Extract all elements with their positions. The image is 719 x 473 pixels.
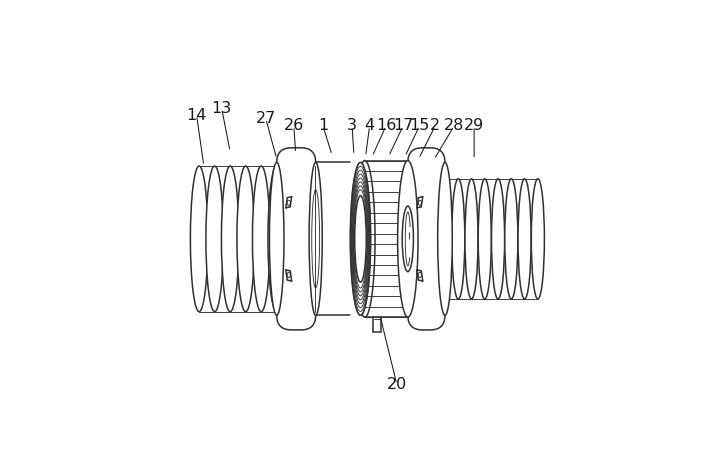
Text: 4: 4 xyxy=(365,118,375,133)
Ellipse shape xyxy=(354,196,366,282)
Ellipse shape xyxy=(191,166,208,312)
Ellipse shape xyxy=(309,162,322,315)
Text: 26: 26 xyxy=(284,118,304,133)
Ellipse shape xyxy=(206,166,224,312)
Ellipse shape xyxy=(478,179,491,299)
Text: 17: 17 xyxy=(393,118,413,133)
Ellipse shape xyxy=(439,179,452,299)
Ellipse shape xyxy=(252,166,270,312)
Ellipse shape xyxy=(354,160,375,317)
Ellipse shape xyxy=(438,162,452,315)
Text: 27: 27 xyxy=(256,111,276,126)
FancyBboxPatch shape xyxy=(277,148,316,330)
Ellipse shape xyxy=(492,179,505,299)
Ellipse shape xyxy=(350,162,371,315)
Ellipse shape xyxy=(505,179,518,299)
Ellipse shape xyxy=(221,166,239,312)
Ellipse shape xyxy=(237,166,255,312)
FancyBboxPatch shape xyxy=(408,148,445,330)
Ellipse shape xyxy=(360,206,370,272)
Text: 2: 2 xyxy=(430,118,440,133)
Ellipse shape xyxy=(270,162,284,315)
Text: 29: 29 xyxy=(464,118,484,133)
Text: 1: 1 xyxy=(318,118,328,133)
Text: 14: 14 xyxy=(186,107,207,123)
Text: 3: 3 xyxy=(347,118,357,133)
Ellipse shape xyxy=(398,160,418,317)
Ellipse shape xyxy=(518,179,531,299)
Text: 20: 20 xyxy=(387,377,407,392)
Ellipse shape xyxy=(268,166,285,312)
Ellipse shape xyxy=(465,179,478,299)
Ellipse shape xyxy=(402,206,413,272)
Text: 16: 16 xyxy=(376,118,396,133)
Text: 28: 28 xyxy=(444,118,464,133)
Ellipse shape xyxy=(531,179,544,299)
Text: 13: 13 xyxy=(211,101,232,116)
Ellipse shape xyxy=(312,190,320,288)
Text: 15: 15 xyxy=(409,118,430,133)
Ellipse shape xyxy=(452,179,464,299)
